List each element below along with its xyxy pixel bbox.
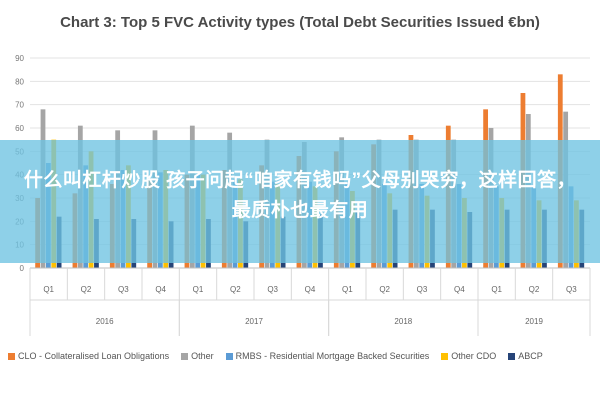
- chart-legend: CLO - Collateralised Loan Obligations Oth…: [8, 348, 598, 364]
- legend-swatch: [181, 352, 189, 360]
- y-tick-label: 70: [15, 101, 24, 110]
- x-tick-label: Q2: [379, 285, 390, 294]
- group-label: 2018: [394, 317, 412, 326]
- x-tick-label: Q3: [566, 285, 577, 294]
- legend-item: ABCP: [508, 351, 543, 361]
- legend-item: Other: [181, 351, 214, 361]
- overlay-banner: [0, 140, 600, 263]
- x-tick-label: Q2: [230, 285, 241, 294]
- legend-label: Other: [191, 351, 214, 361]
- legend-swatch: [225, 352, 233, 360]
- x-tick-label: Q2: [529, 285, 540, 294]
- legend-item: Other CDO: [441, 351, 496, 361]
- x-tick-label: Q4: [155, 285, 166, 294]
- legend-label: ABCP: [518, 351, 543, 361]
- legend-label: RMBS - Residential Mortgage Backed Secur…: [235, 351, 430, 361]
- x-tick-label: Q3: [417, 285, 428, 294]
- legend-item: CLO - Collateralised Loan Obligations: [8, 351, 169, 361]
- legend-label: Other CDO: [451, 351, 497, 361]
- x-tick-label: Q3: [267, 285, 278, 294]
- x-tick-label: Q1: [491, 285, 502, 294]
- legend-swatch: [508, 352, 516, 360]
- x-tick-label: Q2: [81, 285, 92, 294]
- x-tick-label: Q4: [305, 285, 316, 294]
- legend-label: CLO - Collateralised Loan Obligations: [18, 351, 170, 361]
- legend-swatch: [8, 352, 15, 360]
- y-tick-label: 60: [15, 124, 24, 133]
- legend-swatch: [441, 352, 449, 360]
- x-tick-label: Q1: [193, 285, 204, 294]
- chart-title: Chart 3: Top 5 FVC Activity types (Total…: [60, 14, 540, 31]
- y-tick-label: 90: [15, 54, 24, 63]
- group-label: 2019: [525, 317, 543, 326]
- y-tick-label: 0: [20, 264, 25, 273]
- overlay-headline: 什么叫杠杆炒股 孩子问起“咱家有钱吗”父母别哭穷，这样回答，最质朴也最有用: [23, 170, 577, 221]
- x-tick-label: Q1: [342, 285, 353, 294]
- y-tick-label: 80: [15, 77, 24, 86]
- group-label: 2016: [96, 317, 114, 326]
- x-tick-label: Q1: [43, 285, 54, 294]
- group-label: 2017: [245, 317, 263, 326]
- x-tick-label: Q3: [118, 285, 129, 294]
- x-tick-label: Q4: [454, 285, 465, 294]
- legend-item: RMBS - Residential Mortgage Backed Secur…: [225, 351, 430, 361]
